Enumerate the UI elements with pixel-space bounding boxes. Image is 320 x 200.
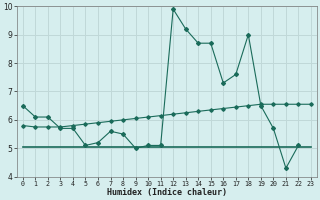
X-axis label: Humidex (Indice chaleur): Humidex (Indice chaleur) xyxy=(107,188,227,197)
